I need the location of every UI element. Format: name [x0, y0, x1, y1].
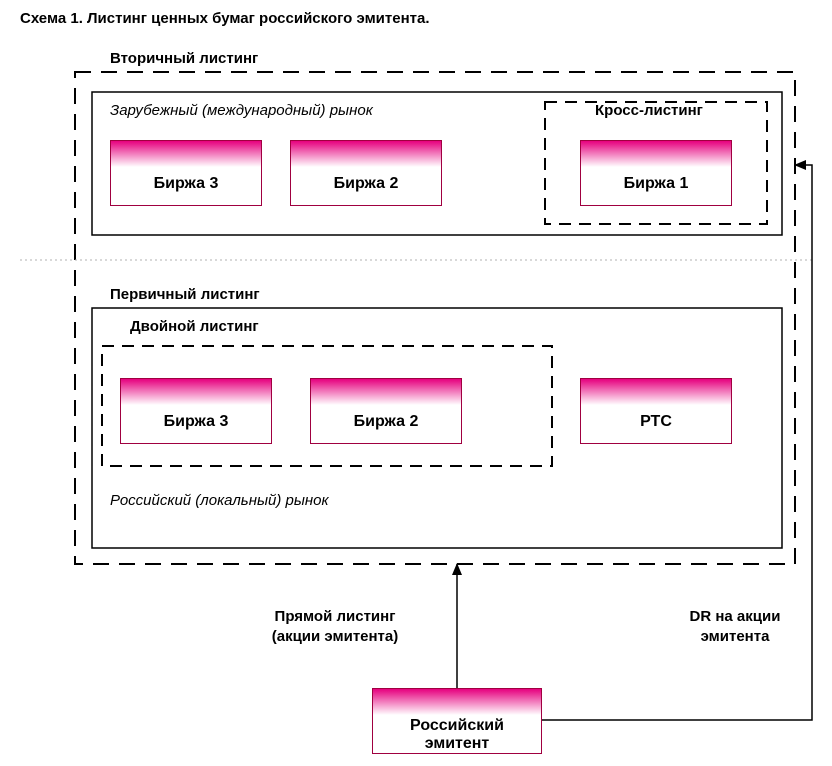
exchange-top-0: Биржа 3	[110, 140, 262, 206]
label-double-listing: Двойной листинг	[130, 318, 259, 335]
exchange-bottom-1: Биржа 2	[310, 378, 462, 444]
diagram-canvas: Схема 1. Листинг ценных бумаг российског…	[0, 0, 832, 766]
exchange-bottom-0: Биржа 3	[120, 378, 272, 444]
exchange-gradient-strip	[291, 141, 441, 167]
label-direct-listing-2: (акции эмитента)	[245, 628, 425, 645]
exchange-gradient-strip	[111, 141, 261, 167]
label-cross-listing: Кросс-листинг	[595, 102, 703, 119]
exchange-gradient-strip	[581, 379, 731, 405]
exchange-bottom-2: РТС	[580, 378, 732, 444]
exchange-label: Биржа 1	[624, 175, 689, 193]
exchange-gradient-strip	[121, 379, 271, 405]
label-primary-listing: Первичный листинг	[110, 286, 260, 303]
issuer-box: Российскийэмитент	[372, 688, 542, 754]
label-foreign-market: Зарубежный (международный) рынок	[110, 102, 373, 119]
figure-caption: Схема 1. Листинг ценных бумаг российског…	[20, 10, 430, 27]
exchange-gradient-strip	[581, 141, 731, 167]
label-local-market: Российский (локальный) рынок	[110, 492, 329, 509]
exchange-label: Биржа 2	[334, 175, 399, 193]
issuer-gradient-strip	[373, 689, 541, 715]
label-direct-listing-1: Прямой листинг	[245, 608, 425, 625]
exchange-gradient-strip	[311, 379, 461, 405]
exchange-label: Биржа 2	[354, 413, 419, 431]
exchange-top-1: Биржа 2	[290, 140, 442, 206]
label-secondary-listing: Вторичный листинг	[110, 50, 258, 67]
exchange-label: Биржа 3	[154, 175, 219, 193]
label-dr-2: эмитента	[660, 628, 810, 645]
issuer-label: Российскийэмитент	[373, 717, 541, 754]
label-dr-1: DR на акции	[660, 608, 810, 625]
exchange-label: РТС	[640, 413, 672, 431]
exchange-label: Биржа 3	[164, 413, 229, 431]
exchange-top-2: Биржа 1	[580, 140, 732, 206]
